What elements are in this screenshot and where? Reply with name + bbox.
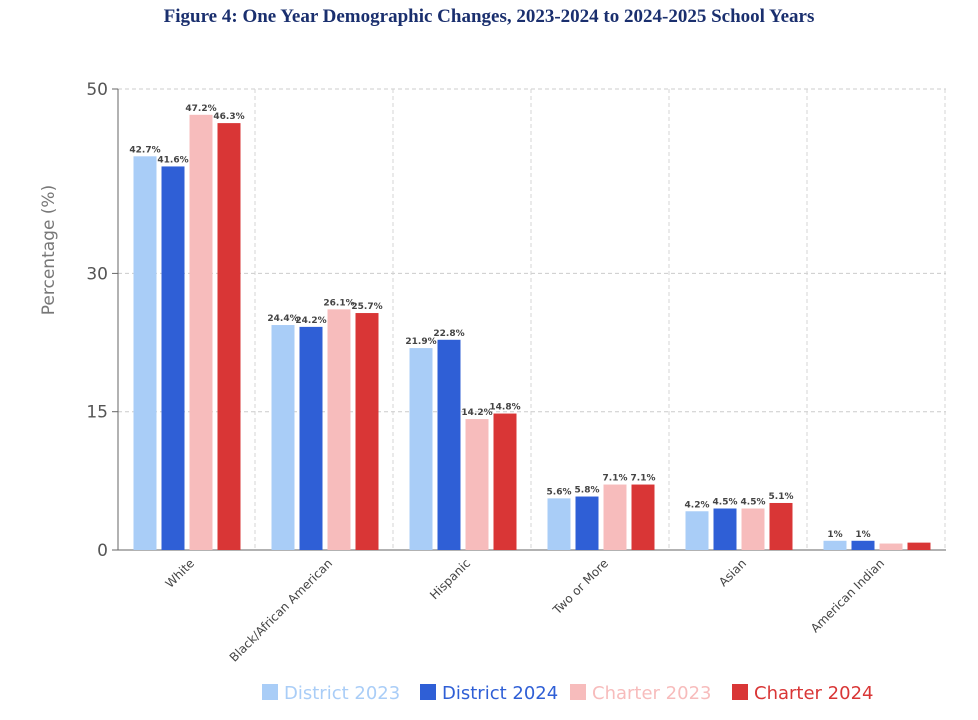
legend-swatch — [420, 684, 436, 700]
bar — [907, 542, 931, 550]
legend-label: District 2024 — [442, 683, 558, 704]
legend-label: Charter 2024 — [754, 683, 873, 704]
data-label: 26.1% — [323, 298, 354, 308]
data-label: 22.8% — [433, 329, 464, 339]
bar — [161, 166, 185, 550]
chart-title: Figure 4: One Year Demographic Changes, … — [163, 6, 815, 27]
data-label: 7.1% — [603, 474, 628, 484]
gridlines — [118, 88, 946, 550]
legend-label: District 2023 — [284, 683, 400, 704]
bar — [603, 484, 627, 550]
data-label: 7.1% — [631, 474, 656, 484]
y-axis-label: Percentage (%) — [39, 185, 59, 315]
bar — [299, 326, 323, 550]
bar — [493, 413, 517, 550]
bar — [437, 339, 461, 550]
bar — [879, 543, 903, 550]
bar — [769, 502, 793, 550]
bar — [631, 484, 655, 550]
bar — [547, 498, 571, 550]
bars — [133, 114, 931, 550]
bar — [823, 540, 847, 550]
bar — [713, 508, 737, 550]
bar — [409, 348, 433, 550]
y-tick-label: 15 — [86, 403, 108, 423]
bar — [271, 325, 295, 550]
data-label: 5.1% — [769, 492, 794, 502]
axes: 0 15 30 50 — [86, 80, 946, 561]
data-label: 5.6% — [547, 487, 572, 497]
data-label: 14.8% — [489, 403, 520, 413]
data-label: 1% — [827, 530, 842, 540]
x-tick-label: American Indian — [808, 556, 887, 635]
legend-swatch — [570, 684, 586, 700]
bar — [217, 123, 241, 550]
x-tick-label: Two or More — [549, 556, 611, 618]
data-label: 46.3% — [213, 112, 244, 122]
data-label: 4.2% — [685, 500, 710, 510]
bar — [327, 309, 351, 550]
data-label: 24.4% — [267, 314, 298, 324]
data-label: 24.2% — [295, 316, 326, 326]
data-label: 21.9% — [405, 337, 436, 347]
data-label: 1% — [855, 530, 870, 540]
legend-swatch — [732, 684, 748, 700]
legend-swatch — [262, 684, 278, 700]
y-tick-label: 0 — [97, 541, 108, 561]
data-label: 4.5% — [741, 498, 766, 508]
legend-label: Charter 2023 — [592, 683, 711, 704]
data-label: 25.7% — [351, 302, 382, 312]
data-label: 14.2% — [461, 408, 492, 418]
bar — [355, 313, 379, 550]
bar — [685, 511, 709, 550]
bar — [133, 156, 157, 550]
x-tick-label: Black/African American — [227, 556, 335, 664]
bar — [741, 508, 765, 550]
data-label: 42.7% — [129, 145, 160, 155]
y-tick-label: 30 — [86, 264, 108, 284]
data-label: 4.5% — [713, 498, 738, 508]
x-tick-label: Hispanic — [427, 556, 473, 602]
bar — [465, 419, 489, 550]
category-labels: White Black/African American Hispanic Two o… — [163, 556, 888, 664]
data-labels: 42.7%41.6% 47.2%46.3% 24.4%24.2% 26.1%25.7%… — [129, 104, 870, 540]
bar — [189, 114, 213, 550]
bar — [575, 496, 599, 550]
x-tick-label: Asian — [716, 556, 749, 589]
data-label: 5.8% — [575, 486, 600, 496]
x-tick-label: White — [163, 556, 198, 591]
bar — [851, 540, 875, 550]
legend: District 2023 District 2024 Charter 2023 Ch… — [262, 683, 873, 704]
y-tick-label: 50 — [86, 80, 108, 100]
data-label: 47.2% — [185, 104, 216, 114]
data-label: 41.6% — [157, 155, 188, 165]
